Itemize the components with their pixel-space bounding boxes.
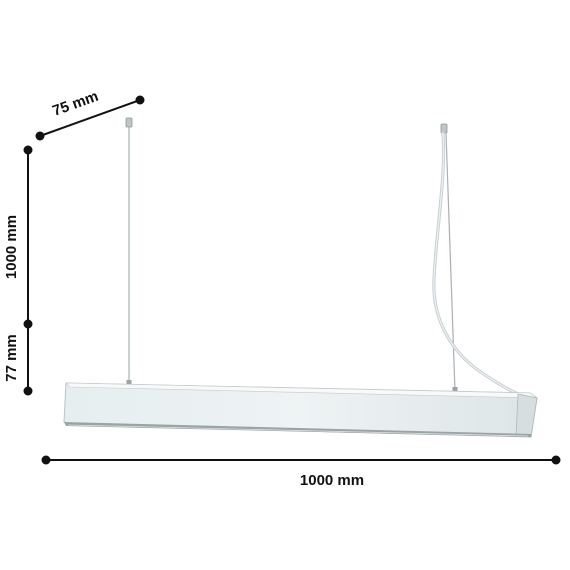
- fixture-end-cap: [515, 393, 538, 438]
- left-ceiling-clip: [125, 117, 133, 128]
- suspension-endpoint-top: [23, 145, 33, 155]
- depth-label: 75 mm: [50, 88, 100, 120]
- depth-dimension-line: [39, 99, 141, 137]
- power-cable: [432, 131, 518, 395]
- length-endpoint-left: [41, 455, 51, 465]
- pendant-light-fixture: [63, 117, 538, 438]
- suspension-length-label: 1000 mm: [3, 215, 20, 279]
- height-label: 77 mm: [3, 334, 20, 382]
- height-endpoint-bottom: [23, 386, 33, 396]
- depth-endpoint-left: [35, 131, 45, 141]
- length-label: 1000 mm: [300, 472, 364, 489]
- dimension-lines: [23, 95, 561, 465]
- right-wire-gripper: [452, 387, 458, 393]
- length-endpoint-right: [551, 455, 561, 465]
- right-suspension-wire: [445, 132, 456, 392]
- depth-endpoint-right: [135, 95, 145, 105]
- left-wire-gripper: [126, 380, 132, 386]
- right-ceiling-clip: [440, 123, 448, 134]
